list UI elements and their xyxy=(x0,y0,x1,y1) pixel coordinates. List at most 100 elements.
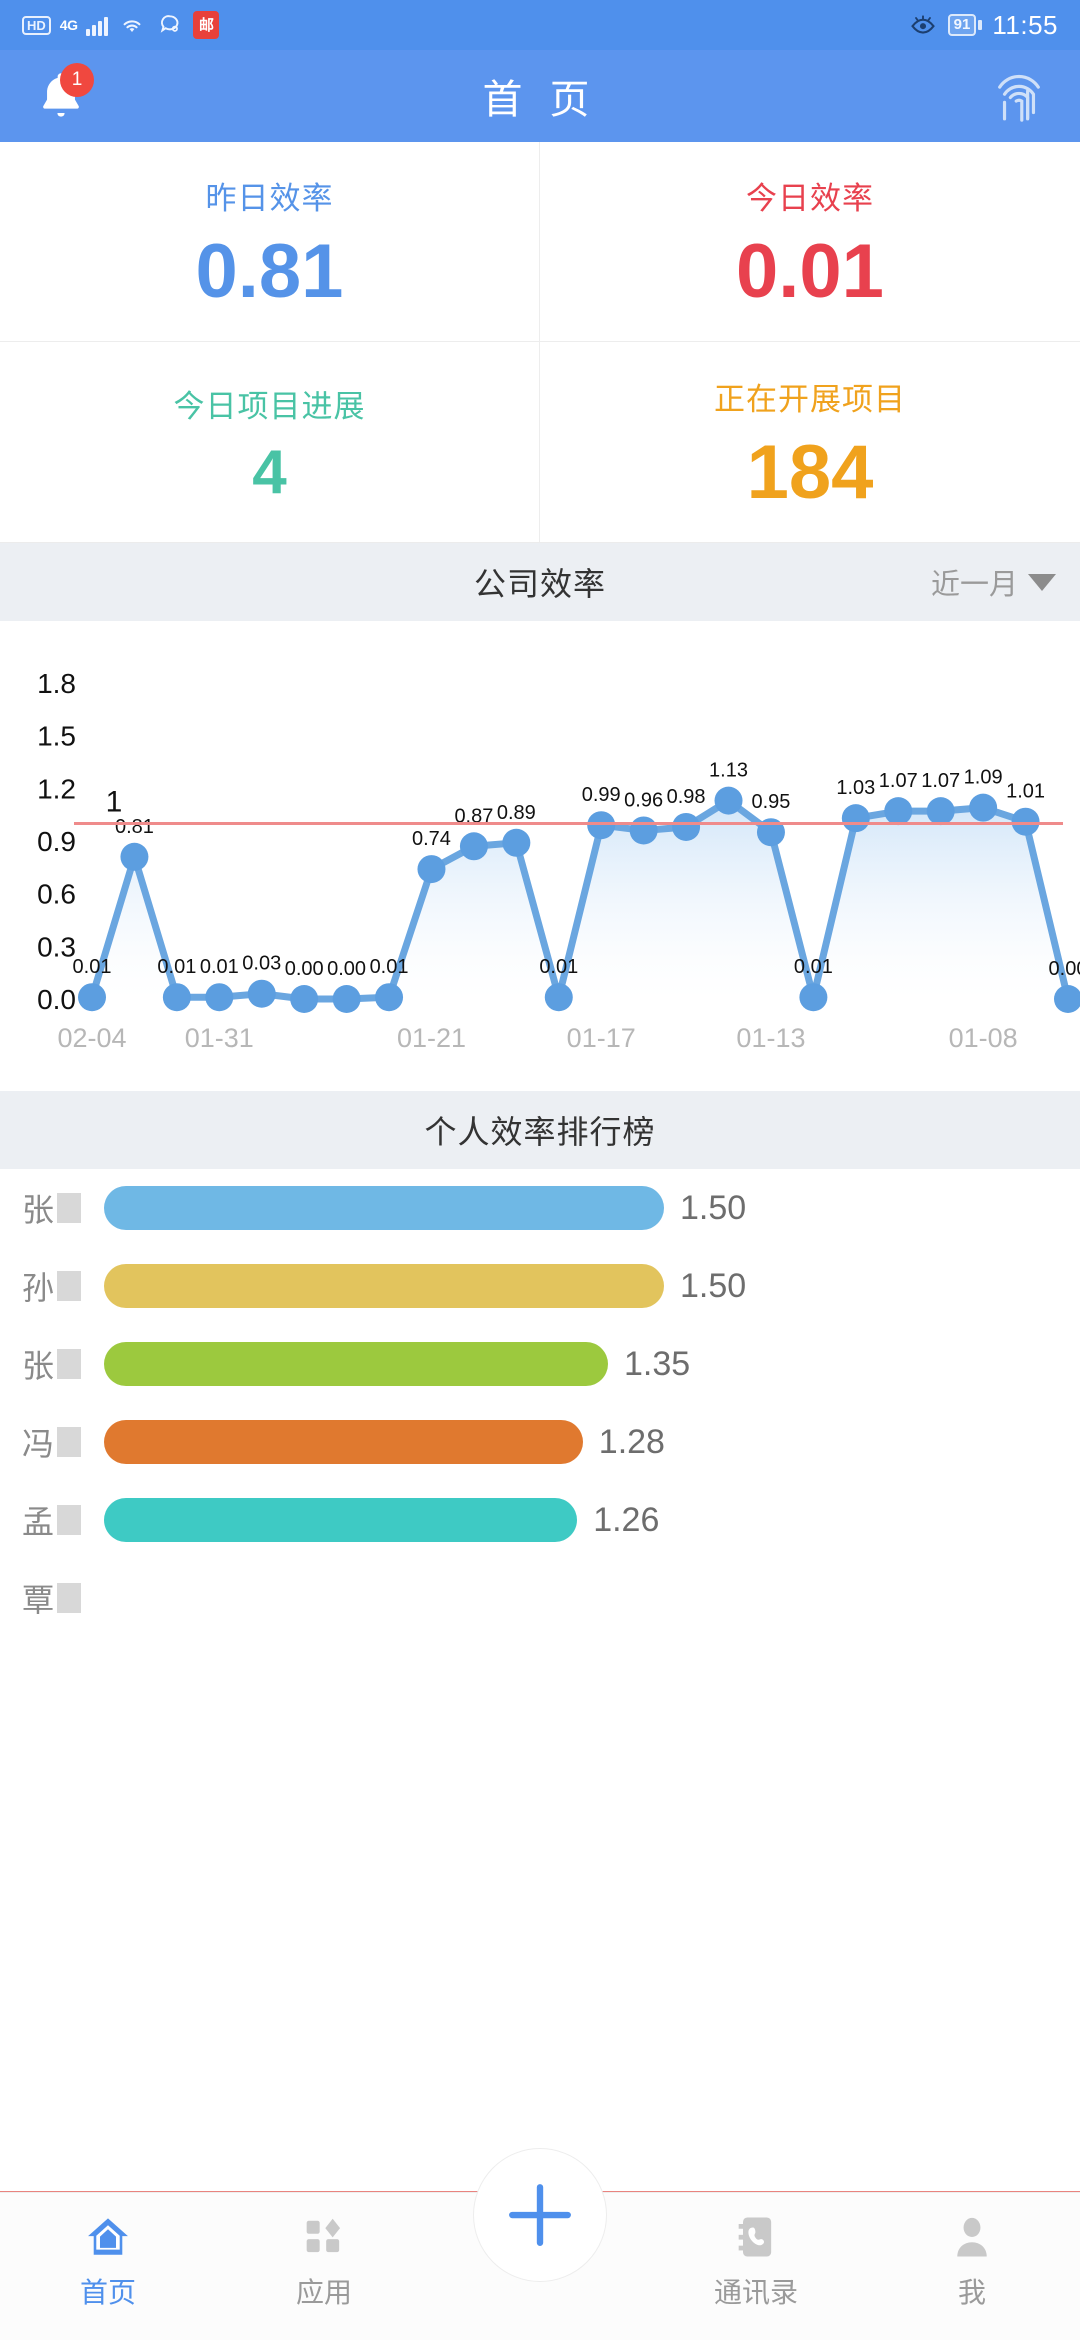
stat-card-ongoing-projects[interactable]: 正在开展项目 184 xyxy=(540,342,1080,542)
chart-point[interactable] xyxy=(629,816,658,845)
chart-data-points xyxy=(78,786,1080,1013)
chart-point[interactable] xyxy=(841,804,870,833)
chart-point[interactable] xyxy=(502,828,531,857)
chart-point-label: 0.96 xyxy=(624,789,663,811)
plus-icon xyxy=(509,2184,571,2246)
nav-label: 我 xyxy=(957,2277,986,2308)
chart-point[interactable] xyxy=(714,786,743,815)
chart-point[interactable] xyxy=(756,818,785,847)
ranking-person-name: 孟 xyxy=(22,1497,90,1543)
ranking-row[interactable]: 覃 xyxy=(0,1559,1080,1637)
stat-value: 4 xyxy=(252,437,287,507)
status-bar: HD 4G 邮 91 11:55 xyxy=(0,0,1080,50)
person-profile-icon xyxy=(957,2217,987,2257)
wifi-icon xyxy=(124,20,141,33)
ranking-value: 1.50 xyxy=(680,1188,747,1227)
chart-point-label: 1.07 xyxy=(879,770,918,792)
stat-card-yesterday-efficiency[interactable]: 昨日效率 0.81 xyxy=(0,142,540,342)
personal-efficiency-ranking-list[interactable]: 张 1.50 孙 1.50 张 1.35 冯 1.28 孟 1.26 覃 xyxy=(0,1169,1080,1637)
nav-item-home[interactable]: 首页 xyxy=(0,2211,216,2311)
ranking-value: 1.26 xyxy=(593,1500,660,1539)
ranking-person-name: 冯 xyxy=(22,1419,90,1465)
nav-item-profile[interactable]: 我 xyxy=(864,2211,1080,2311)
chart-point[interactable] xyxy=(162,983,191,1012)
chart-point[interactable] xyxy=(332,985,361,1013)
red-app-icon: 邮 xyxy=(193,11,220,39)
chart-point[interactable] xyxy=(78,983,106,1012)
clock-label: 11:55 xyxy=(992,9,1058,40)
chart-point[interactable] xyxy=(672,812,701,841)
ranking-section-title: 个人效率排行榜 xyxy=(424,1114,656,1150)
redacted-name-block xyxy=(57,1349,82,1379)
chart-point[interactable] xyxy=(587,811,616,840)
ranking-surname: 孟 xyxy=(22,1504,55,1540)
chart-point[interactable] xyxy=(969,793,998,822)
nav-item-contacts[interactable]: 通讯录 xyxy=(648,2211,864,2311)
ranking-bar-track: 1.26 xyxy=(104,1498,1080,1542)
ranking-row[interactable]: 孙 1.50 xyxy=(0,1247,1080,1325)
chart-point[interactable] xyxy=(120,842,149,871)
notification-bell-button[interactable]: 1 xyxy=(30,63,94,127)
chart-point[interactable] xyxy=(926,797,955,826)
ranking-surname: 孙 xyxy=(22,1270,55,1306)
chart-point[interactable] xyxy=(290,985,319,1013)
chart-section-header: 公司效率 近一月 xyxy=(0,543,1080,621)
chart-area-fill xyxy=(92,800,1068,999)
fingerprint-icon[interactable] xyxy=(988,63,1050,129)
add-button[interactable] xyxy=(473,2148,607,2282)
chart-point[interactable] xyxy=(884,797,913,826)
y-tick-label: 0.9 xyxy=(37,826,76,857)
chart-point[interactable] xyxy=(375,983,404,1012)
stat-card-today-project-progress[interactable]: 今日项目进展 4 xyxy=(0,342,540,542)
chart-point[interactable] xyxy=(417,855,446,884)
eye-comfort-icon xyxy=(910,15,935,34)
chart-point[interactable] xyxy=(205,983,234,1012)
ranking-row[interactable]: 孟 1.26 xyxy=(0,1481,1080,1559)
redacted-name-block xyxy=(57,1505,82,1535)
phone-contacts-icon xyxy=(738,2217,772,2257)
chart-point-label: 0.01 xyxy=(794,956,833,978)
nav-item-apps[interactable]: 应用 xyxy=(216,2211,432,2311)
chart-point[interactable] xyxy=(1054,985,1080,1013)
redacted-name-block xyxy=(57,1193,82,1223)
ranking-person-name: 覃 xyxy=(22,1575,90,1621)
ranking-row[interactable]: 张 1.50 xyxy=(0,1169,1080,1247)
ranking-surname: 张 xyxy=(22,1192,55,1228)
chart-point-label: 1.03 xyxy=(836,777,875,799)
ranking-bar xyxy=(104,1186,664,1230)
chart-point-label: 0.00 xyxy=(1049,958,1080,980)
date-range-dropdown[interactable]: 近一月 xyxy=(931,561,1056,603)
ranking-bar-track: 1.35 xyxy=(104,1342,1080,1386)
nav-label: 首页 xyxy=(79,2277,136,2308)
chart-point[interactable] xyxy=(544,983,573,1012)
chart-point-label: 0.01 xyxy=(539,956,578,978)
y-axis-labels: 0.0 0.3 0.6 0.9 1.2 1.5 1.8 xyxy=(37,668,76,1015)
chart-point-label: 0.01 xyxy=(73,956,112,978)
network-type-label: 4G xyxy=(59,17,78,33)
x-tick-label: 02-04 xyxy=(57,1023,126,1053)
chart-point[interactable] xyxy=(459,832,488,861)
stat-label: 今日项目进展 xyxy=(173,388,366,424)
chart-point-label: 0.89 xyxy=(497,802,536,824)
chart-point[interactable] xyxy=(247,979,276,1008)
app-header: 1 首 页 xyxy=(0,50,1080,142)
chart-point[interactable] xyxy=(1011,807,1040,836)
ranking-bar xyxy=(104,1498,578,1542)
chart-point-label: 0.03 xyxy=(242,953,281,975)
redacted-name-block xyxy=(57,1271,82,1301)
stats-grid: 昨日效率 0.81 今日效率 0.01 今日项目进展 4 正在开展项目 184 xyxy=(0,142,1080,543)
ranking-value: 1.28 xyxy=(598,1422,665,1461)
ranking-row[interactable]: 冯 1.28 xyxy=(0,1403,1080,1481)
ranking-row[interactable]: 张 1.35 xyxy=(0,1325,1080,1403)
company-efficiency-chart[interactable]: 0.0 0.3 0.6 0.9 1.2 1.5 1.8 0.01 0.81 0.01 0.01 0.… xyxy=(0,621,1080,1091)
battery-icon: 91 xyxy=(947,13,983,37)
ranking-bar-track: 1.50 xyxy=(104,1264,1080,1308)
redacted-name-block xyxy=(57,1583,82,1613)
ranking-value: 1.35 xyxy=(624,1344,691,1383)
x-tick-label: 01-17 xyxy=(567,1023,636,1053)
nav-label: 应用 xyxy=(295,2277,352,2308)
chart-point[interactable] xyxy=(799,983,828,1012)
ranking-person-name: 孙 xyxy=(22,1263,90,1309)
y-tick-label: 0.0 xyxy=(37,984,76,1015)
stat-card-today-efficiency[interactable]: 今日效率 0.01 xyxy=(540,142,1080,342)
